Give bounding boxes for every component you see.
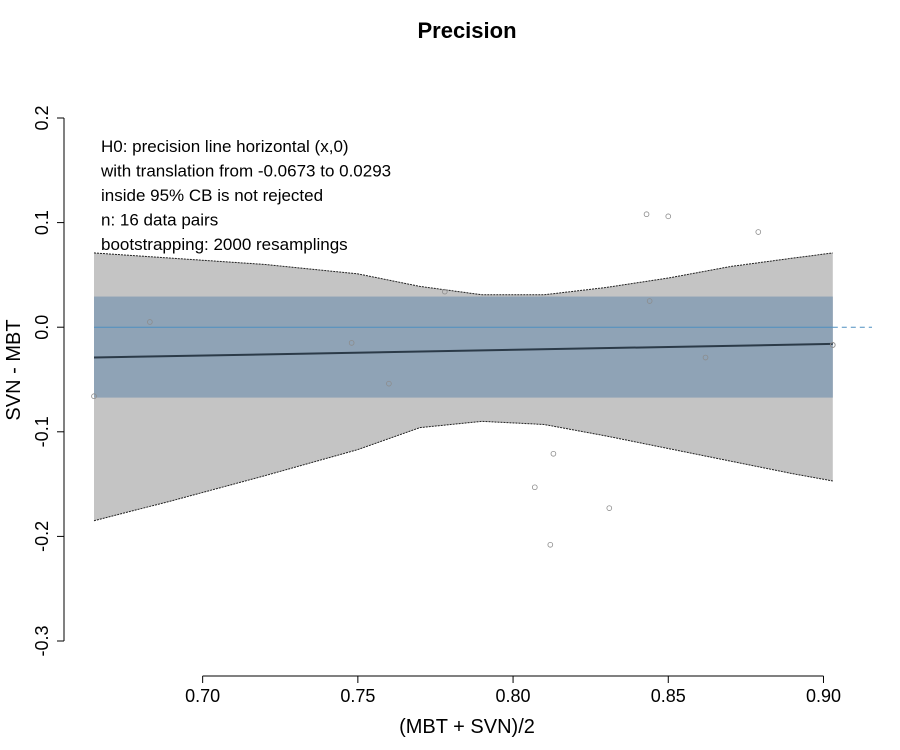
annotation-line: with translation from -0.0673 to 0.0293 [100, 162, 391, 181]
annotation-line: H0: precision line horizontal (x,0) [101, 137, 349, 156]
data-point [665, 213, 672, 220]
data-point [606, 505, 613, 511]
x-tick-label: 0.80 [496, 686, 531, 706]
data-point [91, 393, 97, 400]
data-point [702, 354, 709, 361]
data-point [441, 288, 448, 295]
confidence-band-lower-edge [93, 420, 833, 522]
precision-line [93, 342, 833, 359]
chart-title: Precision [417, 18, 516, 43]
y-tick-label: -0.2 [32, 521, 52, 552]
confidence-band-upper-edge [93, 252, 833, 296]
translation-band [94, 296, 833, 398]
points-layer [91, 211, 836, 548]
y-tick-label: 0.2 [32, 105, 52, 130]
x-tick-label: 0.85 [651, 686, 686, 706]
data-point [386, 380, 392, 387]
x-tick-label: 0.90 [806, 686, 841, 706]
data-point [547, 541, 554, 548]
annotation-line: inside 95% CB is not rejected [101, 186, 323, 205]
y-tick-label: -0.3 [32, 625, 52, 656]
y-tick-label: 0.0 [32, 315, 52, 340]
data-point [348, 340, 355, 346]
x-axis-label: (MBT + SVN)/2 [399, 716, 535, 738]
data-point [531, 484, 538, 491]
y-tick-label: -0.1 [32, 416, 52, 447]
data-point [643, 211, 650, 218]
y-axis-label: SVN - MBT [3, 319, 25, 420]
data-point [147, 319, 153, 325]
annotation-block: H0: precision line horizontal (x,0) with … [100, 137, 391, 254]
x-tick-label: 0.70 [185, 686, 220, 706]
lines-layer [93, 326, 872, 359]
data-point [755, 229, 762, 235]
annotation-line: bootstrapping: 2000 resamplings [101, 235, 348, 254]
y-tick-label: 0.1 [32, 210, 52, 235]
bands-layer [93, 252, 833, 522]
data-point [550, 450, 557, 457]
data-point [646, 298, 653, 304]
annotation-line: n: 16 data pairs [101, 211, 218, 230]
data-point [829, 342, 836, 348]
axes-layer: 0.70 0.75 0.80 0.85 0.90 -0.3 -0.2 -0.1 0.0 0.1 0.… [32, 105, 841, 706]
x-tick-label: 0.75 [340, 686, 375, 706]
